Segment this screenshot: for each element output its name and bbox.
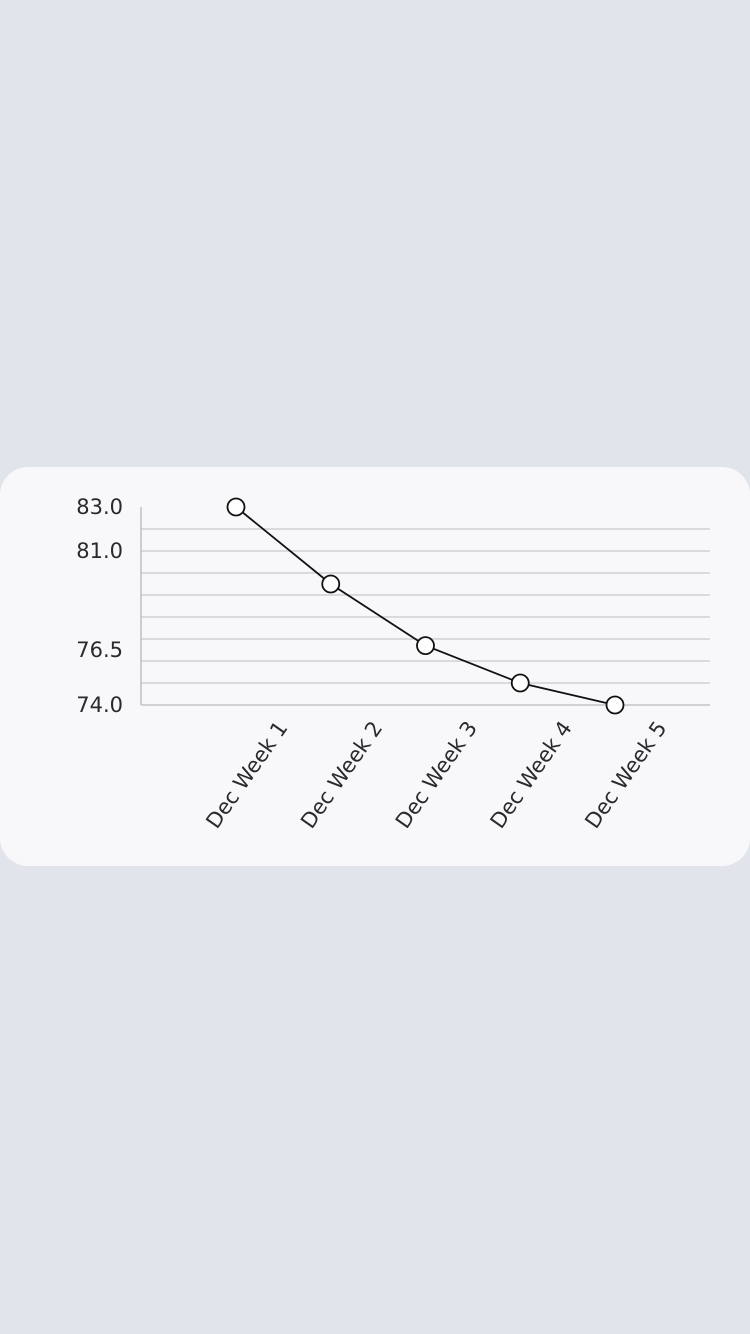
markers [226, 497, 625, 715]
data-point[interactable] [510, 673, 530, 693]
x-tick-labels: Dec Week 1 Dec Week 2 Dec Week 3 Dec Week 4… [201, 717, 671, 833]
chart-card: 83.0 81.0 76.5 74.0 Dec Week 1 Dec Week 2 Dec… [0, 467, 750, 866]
x-tick-label: Dec Week 2 [296, 717, 387, 833]
series-line [235, 506, 616, 706]
x-tick-label: Dec Week 1 [201, 717, 292, 833]
y-tick-labels: 83.0 81.0 76.5 74.0 [76, 495, 123, 717]
data-point[interactable] [321, 574, 341, 594]
x-tick-label: Dec Week 3 [391, 717, 482, 833]
axes [140, 507, 710, 706]
y-tick-label: 81.0 [76, 539, 123, 563]
line-chart: 83.081.076.574.0 Dec Week 1 Dec Week 2 Dec… [76, 495, 710, 833]
data-point[interactable] [416, 636, 435, 656]
data-point[interactable] [605, 695, 625, 715]
y-tick-label: 76.5 [76, 638, 123, 662]
gridlines [141, 528, 710, 684]
series [235, 506, 616, 706]
x-tick-label: Dec Week 4 [486, 717, 577, 833]
x-tick-label: Dec Week 5 [580, 717, 671, 833]
data-point[interactable] [226, 497, 246, 517]
y-tick-label: 74.0 [76, 693, 123, 717]
y-tick-label: 83.0 [76, 495, 123, 519]
